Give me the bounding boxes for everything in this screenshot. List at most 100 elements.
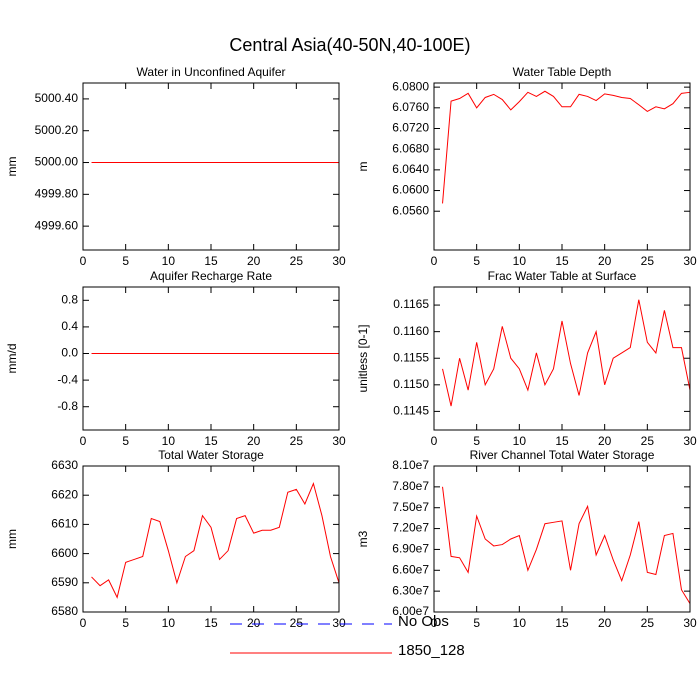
x-tick-label: 0 [431, 254, 438, 268]
x-tick-label: 10 [162, 616, 176, 630]
x-tick-label: 15 [555, 254, 569, 268]
data-line [442, 486, 691, 604]
y-tick-label: 7.20e7 [392, 521, 429, 535]
x-tick-label: 25 [641, 254, 655, 268]
y-tick-label: 6.0640 [392, 162, 429, 176]
x-tick-label: 0 [80, 434, 87, 448]
y-tick-label: 6600 [51, 546, 78, 560]
y-tick-label: 6.0560 [392, 203, 429, 217]
y-tick-label: -0.4 [57, 372, 78, 386]
y-tick-label: 6.0600 [392, 183, 429, 197]
y-tick-label: -0.8 [57, 399, 78, 413]
x-tick-label: 30 [332, 434, 346, 448]
x-tick-label: 20 [247, 616, 261, 630]
x-tick-label: 5 [122, 434, 129, 448]
plot-frame [82, 82, 340, 251]
y-axis-label: mm/d [5, 344, 19, 374]
x-tick-label: 5 [122, 254, 129, 268]
x-tick-label: 0 [431, 434, 438, 448]
legend-label: No Obs [398, 613, 449, 630]
y-tick-label: 5000.20 [35, 123, 79, 137]
x-tick-label: 30 [683, 434, 697, 448]
x-tick-label: 20 [598, 254, 612, 268]
y-tick-label: 6620 [51, 487, 78, 501]
x-tick-label: 5 [473, 434, 480, 448]
x-tick-label: 15 [555, 616, 569, 630]
y-tick-label: 6.30e7 [392, 583, 429, 597]
y-axis-label: mm [5, 529, 19, 549]
y-tick-label: 5000.00 [35, 155, 79, 169]
plot-frame [433, 286, 691, 431]
figure-title: Central Asia(40-50N,40-100E) [229, 35, 470, 55]
y-tick-label: 0.1145 [393, 404, 429, 418]
data-line [91, 481, 340, 599]
x-tick-label: 25 [641, 434, 655, 448]
plot-frame [433, 465, 691, 613]
x-tick-label: 10 [162, 254, 176, 268]
y-tick-label: 0.1150 [393, 377, 429, 391]
x-tick-label: 15 [204, 254, 218, 268]
x-tick-label: 20 [247, 254, 261, 268]
x-tick-label: 20 [598, 434, 612, 448]
y-tick-label: 4999.80 [35, 187, 79, 201]
y-tick-label: 6.60e7 [392, 562, 429, 576]
y-tick-label: 0.1160 [393, 324, 429, 338]
y-tick-label: 6.00e7 [392, 604, 429, 618]
panel-title: Total Water Storage [158, 448, 264, 462]
x-tick-label: 30 [683, 616, 697, 630]
y-tick-label: 6580 [51, 604, 78, 618]
data-line [442, 90, 691, 204]
y-axis-label: mm [5, 157, 19, 177]
y-tick-label: 6610 [51, 517, 78, 531]
x-tick-label: 10 [513, 434, 527, 448]
x-tick-label: 5 [473, 616, 480, 630]
legend-label: 1850_128 [398, 642, 465, 659]
y-axis-label: unitless [0-1] [356, 324, 370, 392]
y-tick-label: 0.1155 [393, 350, 429, 364]
x-tick-label: 25 [641, 616, 655, 630]
x-tick-label: 30 [683, 254, 697, 268]
panel-title: Aquifer Recharge Rate [150, 269, 272, 283]
x-tick-label: 30 [332, 254, 346, 268]
panel-title: Water Table Depth [513, 65, 612, 79]
y-tick-label: 6.90e7 [392, 542, 429, 556]
x-tick-label: 10 [162, 434, 176, 448]
x-tick-label: 20 [247, 434, 261, 448]
x-tick-label: 0 [80, 616, 87, 630]
y-tick-label: 5000.40 [35, 91, 79, 105]
x-tick-label: 15 [204, 434, 218, 448]
y-tick-label: 0.8 [61, 292, 78, 306]
data-line [442, 299, 691, 407]
x-tick-label: 0 [431, 616, 438, 630]
x-tick-label: 5 [122, 616, 129, 630]
y-tick-label: 6.0680 [392, 141, 429, 155]
x-tick-label: 10 [513, 616, 527, 630]
y-tick-label: 7.50e7 [392, 500, 429, 514]
x-tick-label: 0 [80, 254, 87, 268]
x-tick-label: 30 [332, 616, 346, 630]
x-tick-label: 20 [598, 616, 612, 630]
x-tick-label: 25 [290, 434, 304, 448]
y-axis-label: m3 [356, 530, 370, 547]
plot-frame [82, 465, 340, 613]
y-tick-label: 4999.60 [35, 218, 79, 232]
x-tick-label: 15 [204, 616, 218, 630]
plot-frame [82, 286, 340, 431]
x-tick-label: 15 [555, 434, 569, 448]
panel-title: River Channel Total Water Storage [470, 448, 655, 462]
y-tick-label: 0.1165 [393, 297, 429, 311]
y-tick-label: 7.80e7 [392, 479, 429, 493]
y-tick-label: 6630 [51, 458, 78, 472]
y-tick-label: 6.0720 [392, 121, 429, 135]
y-tick-label: 8.10e7 [392, 458, 429, 472]
y-tick-label: 6.0760 [392, 100, 429, 114]
y-tick-label: 6.0800 [392, 79, 429, 93]
panel-title: Water in Unconfined Aquifer [137, 65, 286, 79]
x-tick-label: 10 [513, 254, 527, 268]
y-tick-label: 0.4 [61, 319, 78, 333]
y-tick-label: 6590 [51, 575, 78, 589]
x-tick-label: 25 [290, 254, 304, 268]
y-axis-label: m [356, 162, 370, 172]
x-tick-label: 5 [473, 254, 480, 268]
